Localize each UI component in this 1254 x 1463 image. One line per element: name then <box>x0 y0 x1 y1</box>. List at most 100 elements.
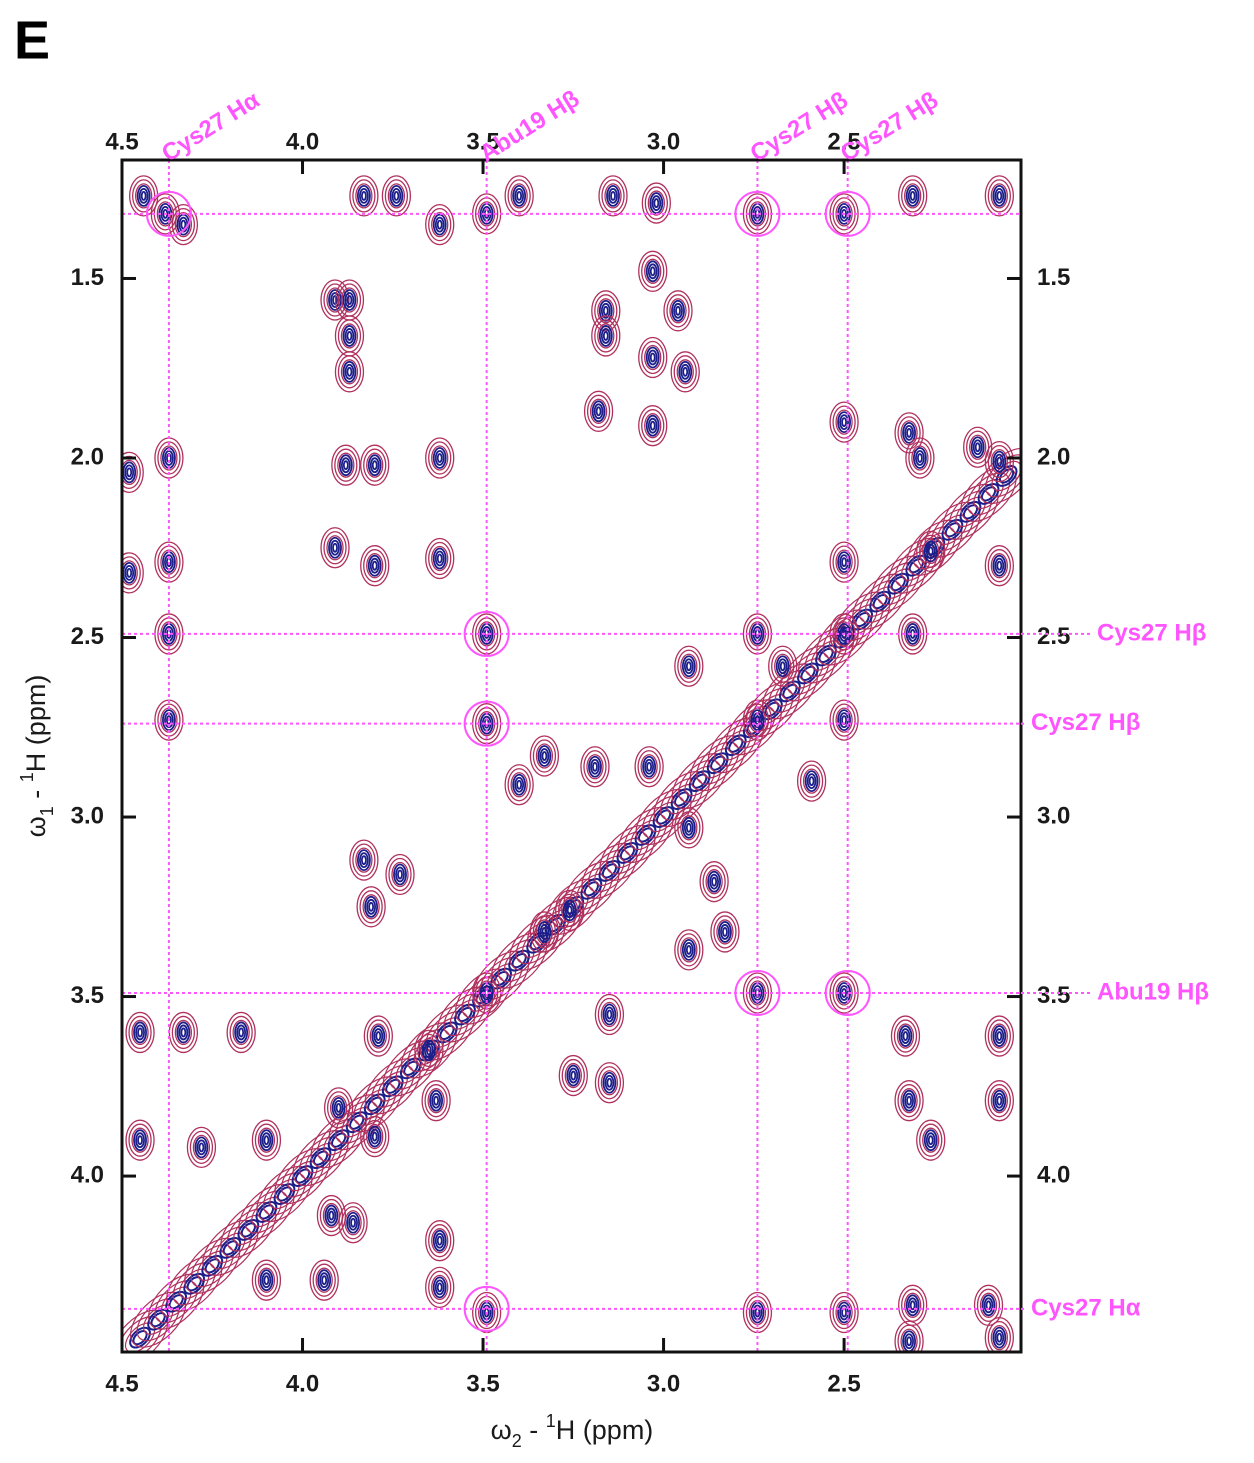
contour <box>512 185 527 207</box>
contour <box>425 1266 455 1309</box>
contour <box>180 219 187 230</box>
contour <box>669 298 687 324</box>
contour <box>597 997 622 1032</box>
contour <box>670 788 693 810</box>
contour <box>417 1033 441 1068</box>
contour <box>966 430 990 464</box>
contour <box>869 590 892 613</box>
contour <box>324 1204 339 1227</box>
contour <box>909 1300 916 1311</box>
contour <box>340 287 359 313</box>
contour <box>600 1070 619 1096</box>
contour <box>122 1316 162 1352</box>
contour <box>674 929 704 971</box>
contour <box>564 1062 582 1089</box>
contour <box>602 1003 617 1026</box>
contour <box>649 420 656 431</box>
contour <box>649 352 656 363</box>
cross-peak <box>594 1062 625 1104</box>
contour <box>236 1024 247 1041</box>
contour <box>720 924 730 940</box>
contour <box>683 819 694 836</box>
x-tick-label-top: 3.5 <box>466 128 499 155</box>
contour <box>905 1294 920 1317</box>
contour <box>432 1229 447 1252</box>
contour <box>851 608 874 631</box>
contour <box>906 1336 912 1347</box>
contour <box>348 1214 358 1231</box>
contour <box>919 1123 943 1157</box>
plot-frame <box>120 158 1023 1354</box>
contour <box>425 1045 432 1056</box>
contour <box>125 1011 155 1054</box>
contour <box>535 919 554 945</box>
contour <box>326 535 344 561</box>
contour <box>987 1084 1011 1118</box>
contour <box>126 467 133 478</box>
contour <box>994 1092 1005 1109</box>
contour <box>682 366 689 377</box>
contour <box>529 735 560 777</box>
cross-peak <box>894 1320 924 1352</box>
axis-label-part: 1 <box>37 806 57 816</box>
contour <box>341 1206 365 1240</box>
y-tick-label: 1.5 <box>71 264 104 291</box>
contour <box>610 191 616 201</box>
contour <box>906 427 912 438</box>
contour <box>192 1134 211 1160</box>
contour <box>429 1089 444 1112</box>
contour <box>600 328 611 344</box>
contour <box>359 890 383 924</box>
contour <box>317 1118 361 1162</box>
contour <box>594 993 625 1036</box>
contour <box>994 557 1005 574</box>
contour <box>358 188 369 204</box>
contour <box>832 405 856 439</box>
contour <box>645 260 660 283</box>
contour <box>927 546 934 557</box>
contour <box>591 290 621 332</box>
contour <box>147 1308 169 1331</box>
contour <box>190 1244 234 1288</box>
contour <box>334 315 365 357</box>
contour <box>994 1028 1005 1044</box>
contour <box>897 416 921 450</box>
contour <box>201 1254 224 1277</box>
contour <box>948 490 993 534</box>
highlight-circle <box>824 969 871 1016</box>
contour <box>893 1019 918 1053</box>
contour <box>388 857 412 892</box>
contour <box>644 413 662 439</box>
contour <box>913 447 927 469</box>
contour <box>984 440 1014 483</box>
y-tick-label: 2.5 <box>71 623 104 650</box>
contour <box>588 755 602 778</box>
contour <box>436 219 443 230</box>
contour <box>316 1194 347 1237</box>
contour <box>535 743 554 769</box>
contour <box>941 518 964 541</box>
contour <box>606 1077 613 1088</box>
contour <box>337 355 362 389</box>
contour <box>133 1021 147 1044</box>
contour <box>129 175 159 217</box>
cross-peak <box>334 351 365 393</box>
contour <box>389 185 404 207</box>
contour <box>922 538 940 564</box>
contour <box>428 1224 452 1258</box>
cross-peak <box>504 175 534 217</box>
cross-peak <box>890 1015 921 1057</box>
contour <box>358 852 369 869</box>
contour <box>198 1142 205 1153</box>
contour <box>634 824 657 846</box>
contour <box>434 216 445 233</box>
contour <box>309 1259 339 1301</box>
contour <box>592 761 598 772</box>
contour <box>713 915 737 949</box>
contour <box>360 1115 390 1158</box>
contour <box>133 1129 147 1152</box>
contour <box>835 707 853 733</box>
contour <box>990 1023 1008 1049</box>
cross-peak <box>973 1284 1004 1326</box>
cross-peak <box>638 336 668 379</box>
